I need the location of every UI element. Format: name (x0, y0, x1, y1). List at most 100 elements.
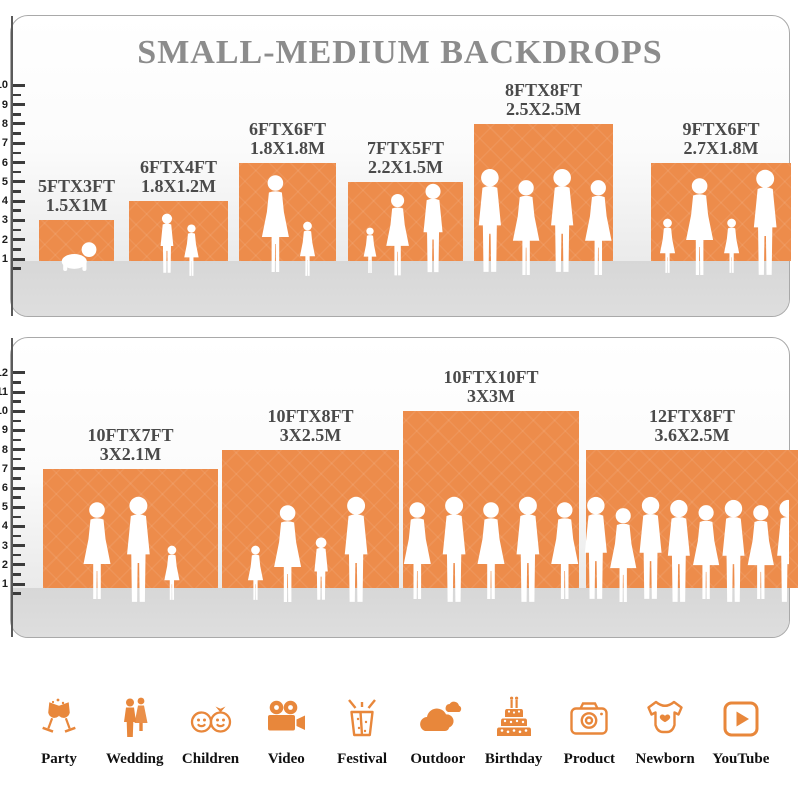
ruler-tick-minor (13, 477, 21, 480)
ruler-number: 5 (1, 175, 8, 188)
person-silhouette-boy (160, 213, 174, 273)
ruler-number: 4 (1, 520, 8, 533)
category-wedding: Wedding (100, 695, 170, 768)
backdrop-size-m: 2.5X2.5M (506, 98, 581, 119)
ruler-tick-minor (13, 419, 21, 423)
ruler-tick-minor (13, 534, 21, 538)
ruler-number: 3 (1, 214, 8, 227)
person-silhouette-woman (686, 178, 714, 275)
person-silhouette-girl (724, 218, 740, 273)
category-label: Outdoor (410, 751, 466, 767)
person-silhouette-woman (477, 502, 505, 599)
backdrop-size-label: 5FTX3FT 1.5X1M (0, 177, 187, 215)
backdrop-size-label: 10FTX8FT 3X2.5M (201, 405, 421, 445)
person-silhouette-man (639, 496, 662, 599)
ruler-tick-major (13, 448, 25, 452)
ruler-tick-minor (13, 209, 21, 213)
ruler-tick-minor (13, 457, 21, 461)
ruler-tick-major (13, 238, 25, 242)
category-label: Video (267, 751, 305, 767)
person-silhouette-woman (585, 180, 612, 276)
ruler-number: 10 (0, 79, 8, 92)
backdrop-size-ft: 10FTX8FT (267, 405, 354, 426)
newborn-onesie-icon (641, 695, 689, 743)
category-label: Newborn (635, 751, 695, 767)
backdrop-size-ft: 10FTX10FT (443, 367, 539, 388)
ruler-tick-major (13, 103, 25, 107)
category-label: Party (41, 751, 77, 767)
size-chart-panel-medium: 12111098765432110FTX7FT3X2.1M10FTX8FT3X2… (0, 337, 798, 638)
ruler-tick-major (13, 161, 25, 164)
ruler-tick-minor (13, 381, 21, 384)
ruler-tick-minor (13, 267, 21, 270)
ruler-line (11, 16, 13, 316)
person-silhouette-woman (610, 508, 637, 603)
ruler-tick-major (13, 524, 25, 528)
ruler-tick-major (13, 257, 25, 261)
person-silhouette-boy (314, 537, 328, 600)
ruler-tick-minor (13, 573, 21, 576)
backdrop-size-label: 6FTX6FT 1.8X1.8M (178, 118, 398, 158)
person-silhouette-man (753, 169, 777, 275)
ruler-number: 9 (1, 424, 8, 437)
category-label: Product (563, 751, 616, 767)
ruler-number: 5 (1, 501, 8, 514)
backdrop-size-label: 6FTX4FT 1.8X1.2M (69, 158, 289, 196)
ruler-number: 8 (1, 117, 8, 130)
ruler-tick-minor (13, 112, 21, 116)
person-silhouette-man (127, 496, 150, 602)
ruler-number: 2 (1, 558, 8, 571)
outdoor-clouds-icon (414, 695, 462, 743)
ruler-tick-major (13, 544, 25, 548)
ruler-tick-major (13, 180, 25, 184)
backdrop-box (239, 162, 336, 261)
backdrop-size-ft: 6FTX6FT (248, 118, 326, 139)
ruler-tick-major (13, 563, 25, 567)
person-silhouette-woman (274, 505, 302, 602)
backdrop-size-label: 8FTX8FT 2.5X2.5M (434, 80, 654, 119)
backdrop-size-m: 3X2.5M (279, 424, 342, 445)
person-silhouette-girl (363, 227, 377, 274)
ruler-tick-minor (13, 190, 21, 193)
backdrop-size-m: 2.2X1.5M (368, 156, 443, 177)
category-outdoor: Outdoor (403, 695, 473, 768)
backdrop-size-m: 1.8X1.2M (141, 176, 216, 197)
person-silhouette-girl (247, 545, 264, 600)
backdrop-size-m: 2.7X1.8M (683, 137, 759, 158)
backdrop-size-label: 9FTX6FT 2.7X1.8M (611, 118, 800, 158)
backdrop-size-m: 3.6X2.5M (654, 424, 730, 445)
person-silhouette-man (442, 496, 466, 602)
ruler-tick-major (13, 505, 25, 509)
ruler-number: 2 (1, 233, 8, 246)
category-festival: Festival (327, 695, 397, 768)
person-silhouette-woman (551, 502, 579, 599)
person-silhouette-man (551, 168, 574, 272)
ruler-number: 12 (0, 366, 8, 379)
category-label: YouTube (712, 751, 770, 767)
person-silhouette-woman (403, 502, 431, 599)
category-children: Children (176, 695, 246, 768)
festival-gift-icon (338, 695, 386, 743)
backdrop-size-ft: 5FTX3FT (37, 176, 115, 197)
size-chart-panel-small: SMALL-MEDIUM BACKDROPS 10 9 8 7 6 5 4 3 2 1 5FTX3F… (0, 15, 791, 317)
person-silhouette-girl (299, 221, 316, 276)
backdrop-size-label: 10FTX7FT 3X2.1M (21, 425, 241, 464)
ruler-tick-major (13, 467, 25, 471)
backdrop-size-m: 3X2.1M (99, 443, 162, 464)
ruler-tick-minor (13, 151, 21, 155)
ruler-tick-major (13, 122, 25, 126)
ruler-number: 9 (1, 98, 8, 111)
ruler-tick-major (13, 409, 25, 413)
person-silhouette-woman (386, 194, 409, 276)
ruler-number: 4 (1, 195, 8, 208)
person-silhouette-man (584, 496, 607, 599)
category-label: Wedding (106, 751, 164, 767)
ruler-tick-minor (13, 438, 21, 442)
ruler-tick-major (13, 218, 25, 222)
backdrop-size-ft: 9FTX6FT (682, 118, 760, 139)
ruler-tick-major (13, 141, 25, 145)
ruler-line (11, 338, 13, 637)
ruler-tick-minor (13, 248, 21, 251)
ruler-number: 1 (1, 578, 8, 590)
category-birthday: Birthday (479, 695, 549, 768)
